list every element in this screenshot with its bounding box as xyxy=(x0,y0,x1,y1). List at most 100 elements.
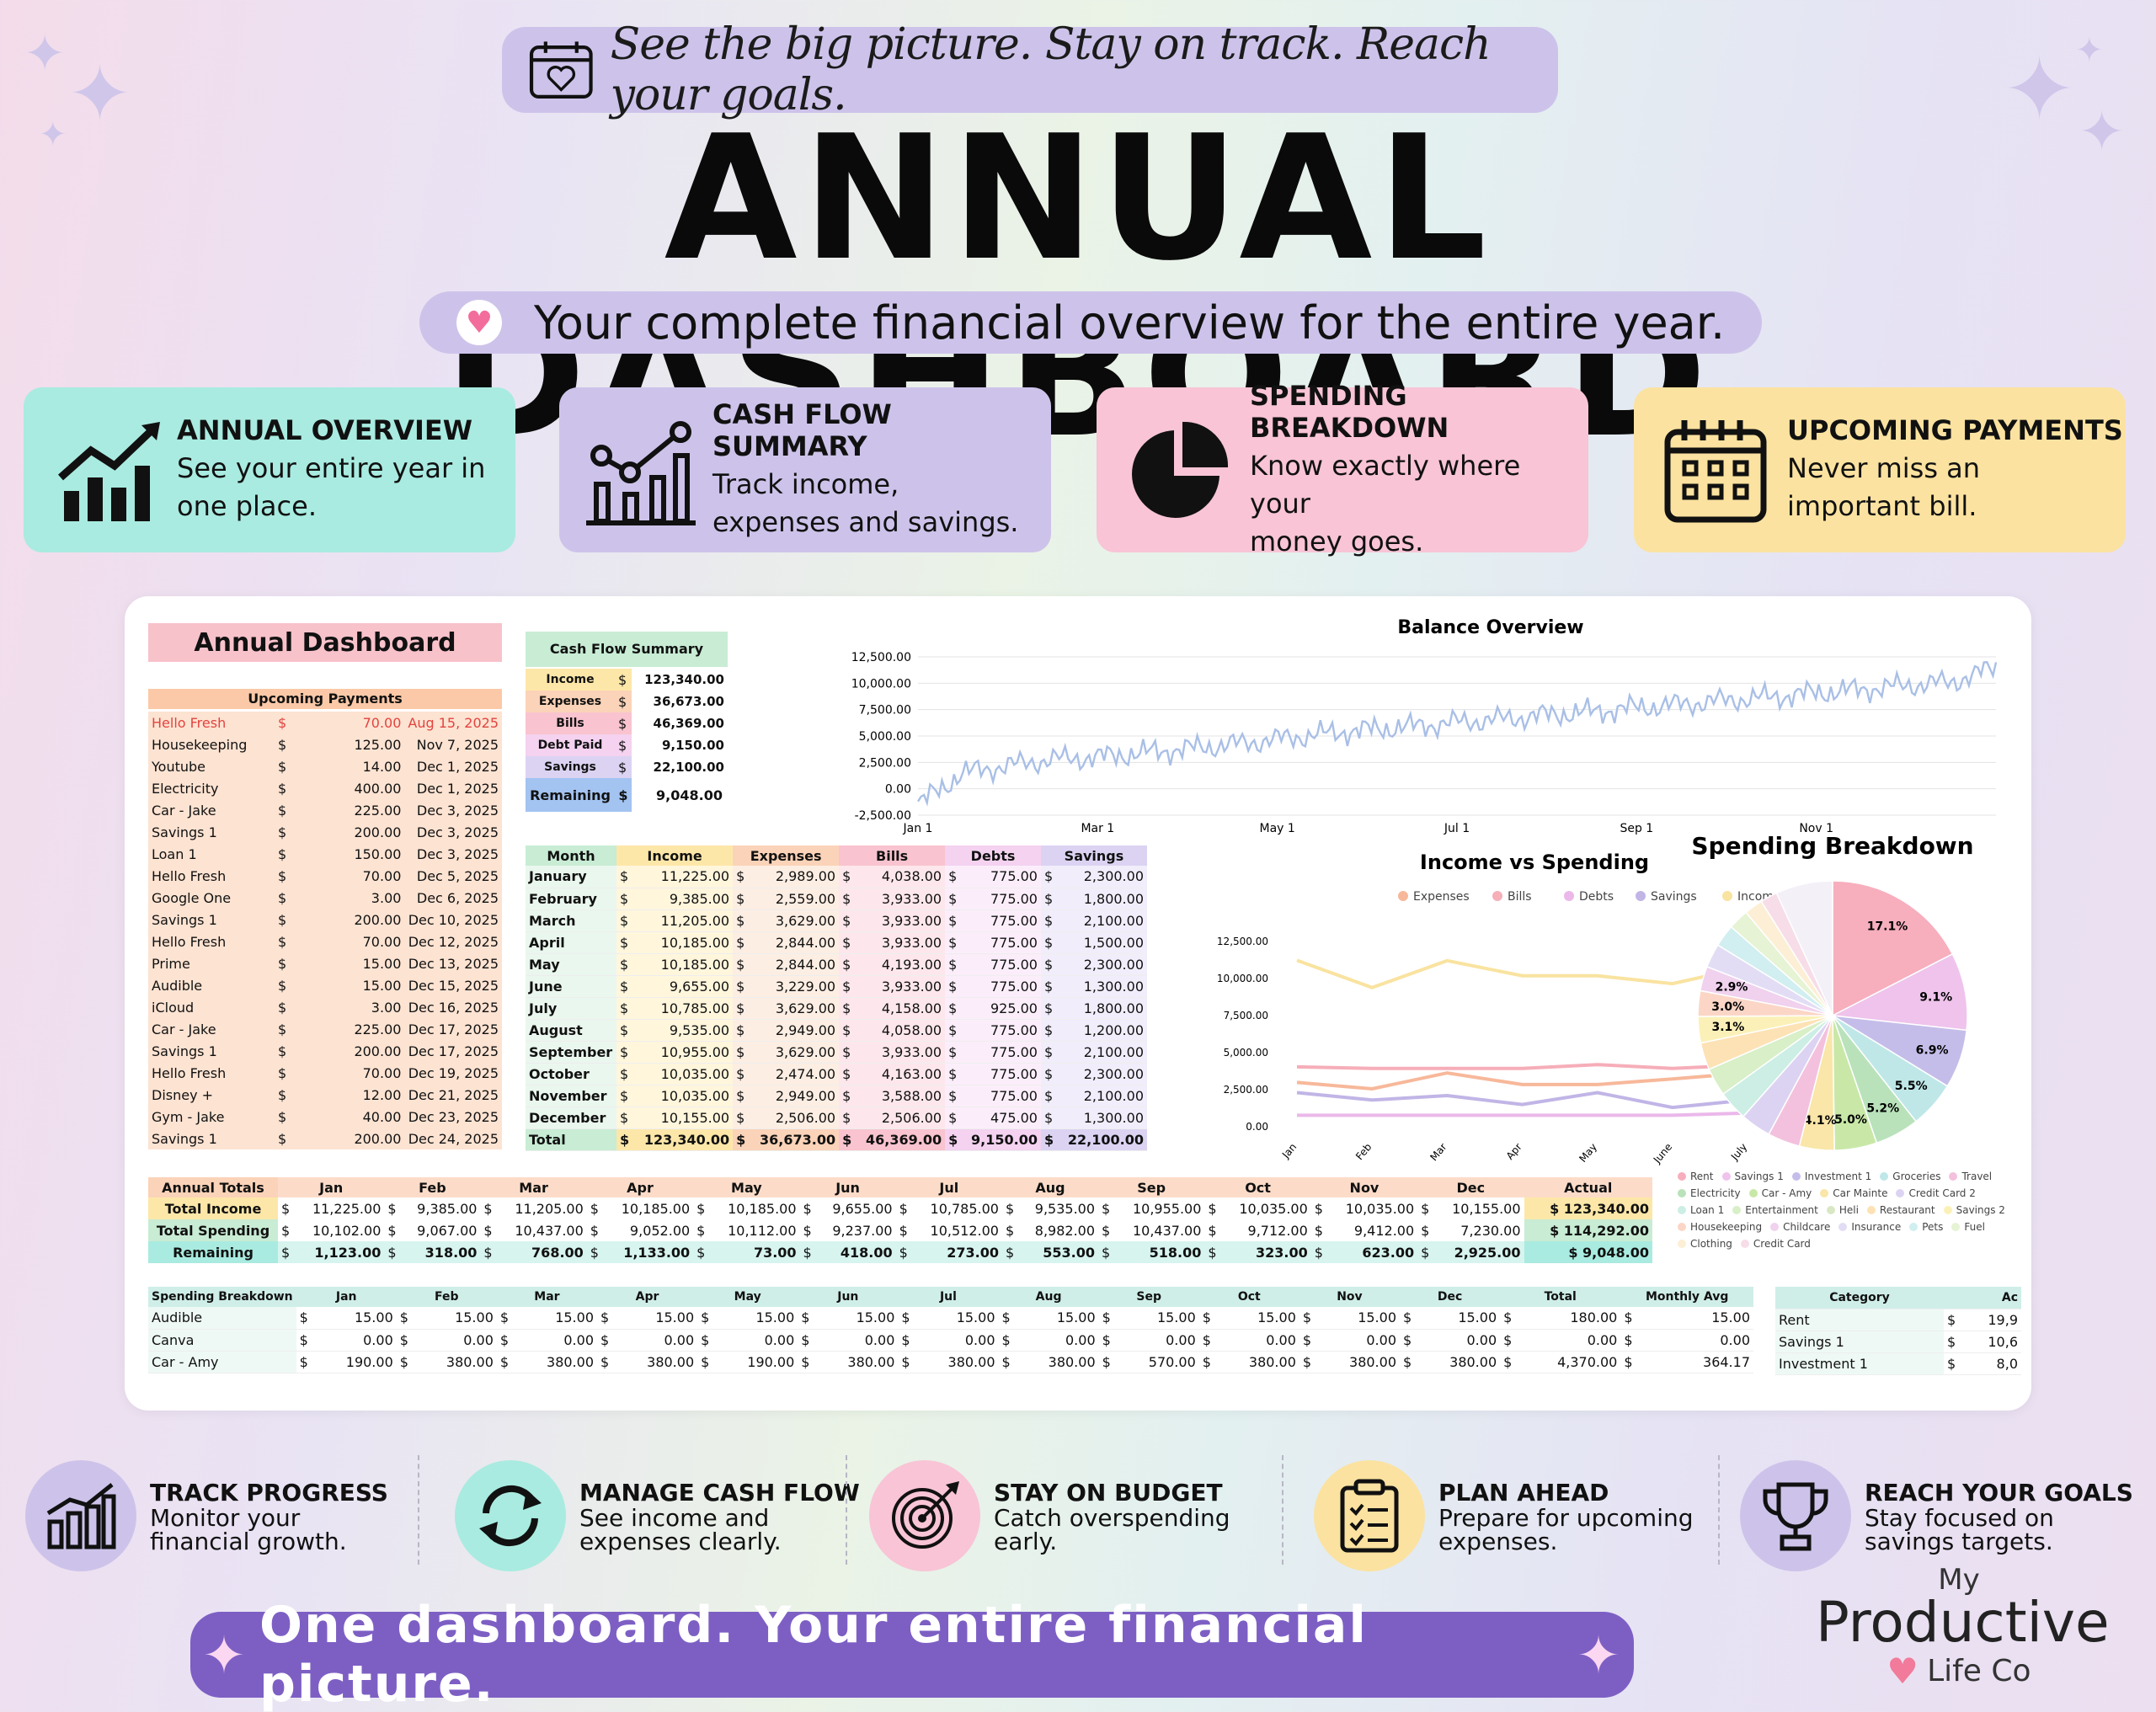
legend-label: Expenses xyxy=(1413,890,1470,904)
legend-item: Childcare xyxy=(1770,1221,1830,1233)
payment-date: Dec 23, 2025 xyxy=(408,1108,499,1125)
payment-amount: 14.00 xyxy=(362,758,402,775)
total-value: 9,150.00 xyxy=(961,1128,1041,1151)
legend-dot xyxy=(1791,1172,1801,1181)
month-value: 3,933.00 xyxy=(855,888,946,910)
payment-name: Hello Fresh xyxy=(152,867,227,884)
annual-value: 11,225.00 xyxy=(293,1197,385,1219)
currency: $ xyxy=(278,1064,287,1081)
month-value: 4,158.00 xyxy=(855,997,946,1020)
legend-item: Car Mainte xyxy=(1820,1187,1887,1199)
column-header: Mar xyxy=(496,1287,597,1307)
series-line-income xyxy=(1296,958,1748,989)
breakdown-value: 380.00 xyxy=(411,1351,497,1373)
breakdown-value: 15.00 xyxy=(813,1307,899,1330)
bar-chart-icon xyxy=(25,1460,136,1571)
annual-value: 10,437.00 xyxy=(495,1219,587,1241)
sparkle-icon: ✦ xyxy=(202,1624,248,1686)
currency: $ xyxy=(616,953,633,976)
breakdown-value: 0.00 xyxy=(1214,1329,1299,1352)
currency: $ xyxy=(697,1351,713,1373)
column-header: Ac xyxy=(1944,1287,2021,1309)
breakdown-value: 15.00 xyxy=(1013,1307,1099,1330)
currency: $ xyxy=(278,736,287,753)
currency: $ xyxy=(733,1063,750,1085)
breakdown-value: 0.00 xyxy=(1013,1329,1099,1352)
payment-date: Dec 6, 2025 xyxy=(416,889,499,906)
currency: $ xyxy=(480,1197,496,1219)
breakdown-value: 0.00 xyxy=(411,1329,497,1352)
breakdown-value: 0.00 xyxy=(813,1329,899,1352)
currency: $ xyxy=(616,1019,633,1042)
month-value: 11,225.00 xyxy=(632,866,734,888)
currency: $ xyxy=(496,1307,513,1330)
benefit-desc: expenses clearly. xyxy=(579,1527,782,1555)
currency: $ xyxy=(278,1241,294,1263)
payment-name: Savings 1 xyxy=(152,911,217,928)
month-value: 1,800.00 xyxy=(1057,888,1147,910)
currency: $ xyxy=(615,669,632,691)
legend-label: Debts xyxy=(1579,890,1614,904)
currency: $ xyxy=(1944,1331,1960,1353)
node-chart-icon xyxy=(586,421,696,525)
currency: $ xyxy=(798,1329,814,1352)
currency: $ xyxy=(798,1351,814,1373)
payment-name: Electricity xyxy=(152,780,219,797)
currency: $ xyxy=(615,691,632,712)
legend-item: Insurance xyxy=(1838,1221,1901,1233)
annual-value: 323.00 xyxy=(1219,1241,1311,1263)
legend-label: Heli xyxy=(1838,1204,1859,1216)
logo-bottom: ♥ Life Co xyxy=(1816,1651,2102,1692)
pie-slice xyxy=(1830,952,1968,1032)
y-tick-label: 0.00 xyxy=(885,783,911,797)
currency: $ xyxy=(1310,1219,1326,1241)
spending-breakdown-legend: Rent Savings 1 Investment 1 Groceries Travel… xyxy=(1678,1171,2031,1263)
payment-date: Dec 1, 2025 xyxy=(416,758,499,775)
breakdown-value: 0.00 xyxy=(1515,1329,1621,1352)
upcoming-payment-row: Car - Jake $225.00 Dec 3, 2025 xyxy=(148,799,502,821)
legend-item: Loan 1 xyxy=(1678,1204,1724,1216)
feature-desc: Know exactly where your xyxy=(1250,449,1521,520)
currency: $ xyxy=(615,756,632,778)
series-line-bills xyxy=(1296,1063,1748,1070)
monthly-row: September $10,955.00 $3,629.00 $3,933.00 $77… xyxy=(526,1041,1147,1064)
legend-label: Housekeeping xyxy=(1690,1221,1763,1233)
month-value: 10,035.00 xyxy=(632,1063,734,1085)
x-tick-label: Feb xyxy=(1353,1141,1374,1162)
month-value: 3,588.00 xyxy=(855,1085,946,1107)
cash-flow-label: Bills xyxy=(526,712,615,734)
column-header: Spending Breakdown xyxy=(148,1287,296,1307)
month-value: 2,949.00 xyxy=(749,1019,840,1042)
income-vs-spending-chart: Income vs Spending Expenses Bills Debts Savi… xyxy=(1217,851,1777,1166)
cash-flow-row: Bills $46,369.00 xyxy=(526,712,728,734)
slice-label: 6.9% xyxy=(1916,1044,1949,1058)
month-value: 9,385.00 xyxy=(632,888,734,910)
category-table: Category Ac Rent $19,9 Savings 1 $10,6 Investm… xyxy=(1775,1287,2021,1375)
month-value: 3,933.00 xyxy=(855,1041,946,1064)
cash-flow-row: Debt Paid $9,150.00 xyxy=(526,734,728,756)
currency: $ xyxy=(895,1241,911,1263)
tagline-pill: See the big picture. Stay on track. Reac… xyxy=(502,19,1558,120)
monthly-row: July $10,785.00 $3,629.00 $4,158.00 $925.00 $… xyxy=(526,997,1147,1020)
benefit-stay-on-budget: STAY ON BUDGET Catch overspending early. xyxy=(869,1448,1230,1583)
benefit-manage-cash-flow: MANAGE CASH FLOW See income and expenses… xyxy=(455,1448,860,1583)
breakdown-value: 0.00 xyxy=(913,1329,999,1352)
column-header: Aug xyxy=(998,1287,1099,1307)
currency: $ xyxy=(945,1107,962,1129)
currency: $ xyxy=(839,953,856,976)
column-header: Oct xyxy=(1198,1287,1299,1307)
legend-marker xyxy=(1722,891,1732,901)
benefit-plan-ahead: PLAN AHEAD Prepare for upcoming expenses… xyxy=(1314,1448,1694,1583)
column-header: Mar xyxy=(480,1177,587,1197)
payment-name: Audible xyxy=(152,977,203,994)
benefit-desc: Stay focused on xyxy=(1865,1503,2054,1532)
upcoming-payment-row: Audible $15.00 Dec 15, 2025 xyxy=(148,974,502,996)
currency: $ xyxy=(384,1241,400,1263)
annual-value: 7,230.00 xyxy=(1433,1219,1524,1241)
monthly-row: August $9,535.00 $2,949.00 $4,058.00 $775.00… xyxy=(526,1019,1147,1042)
month-value: 775.00 xyxy=(961,909,1041,932)
month-value: 10,955.00 xyxy=(632,1041,734,1064)
month-name: September xyxy=(526,1041,616,1064)
currency: $ xyxy=(998,1329,1014,1352)
remaining-value: 9,048.00 xyxy=(632,778,728,812)
